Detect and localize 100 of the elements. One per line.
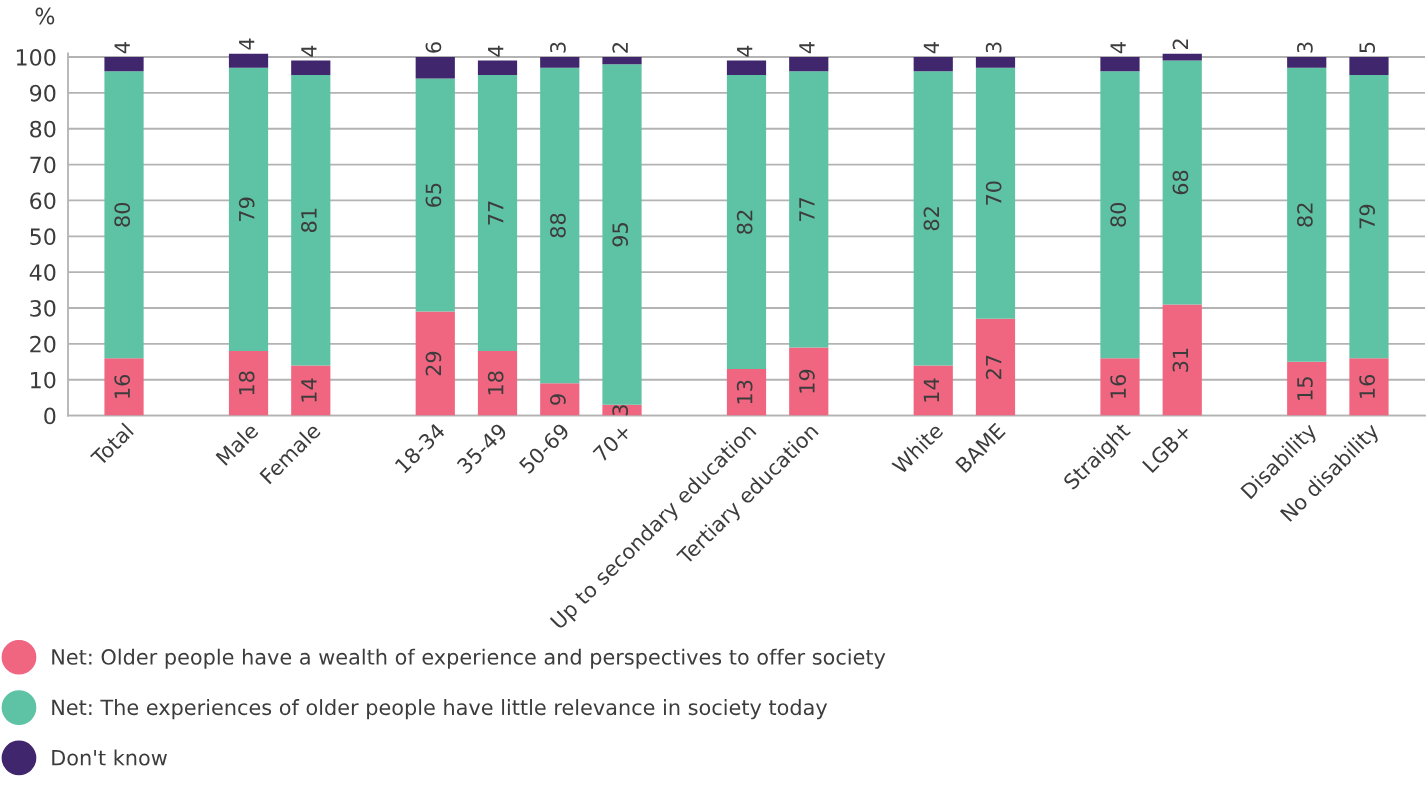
y-tick-label: 50	[30, 228, 56, 246]
data-label: 16	[1110, 374, 1127, 398]
bar	[1162, 60, 1202, 305]
data-label: 81	[301, 208, 317, 233]
data-label: 5	[1359, 42, 1376, 53]
data-label: 82	[923, 207, 940, 231]
data-label: 31	[1172, 348, 1189, 372]
bar	[228, 351, 269, 416]
bar	[1349, 358, 1389, 416]
data-label: 80	[1110, 202, 1127, 227]
bar	[104, 358, 144, 416]
bar	[415, 57, 455, 79]
bar	[726, 60, 767, 75]
legend-label: Net: Older people have a wealth of experience and perspectives to offer society	[52, 648, 886, 669]
data-label: 4	[239, 38, 255, 50]
data-label: 82	[1297, 203, 1313, 227]
y-tick-label: 90	[30, 84, 56, 102]
bar	[1100, 358, 1140, 416]
y-tick-label: 20	[30, 335, 56, 353]
bar	[1349, 57, 1389, 75]
bar	[1287, 57, 1327, 68]
legend-label: Don't know	[52, 749, 167, 766]
data-label: 4	[799, 42, 815, 54]
data-label: 4	[1110, 42, 1126, 54]
bar	[602, 64, 642, 405]
y-tick-label: 60	[30, 192, 56, 210]
bar	[726, 74, 767, 369]
data-label: 4	[114, 42, 130, 54]
bar	[477, 60, 518, 75]
data-label: 13	[736, 380, 753, 404]
data-label: 2	[1172, 39, 1188, 50]
bar	[540, 57, 580, 68]
data-label: 95	[612, 223, 629, 247]
bar	[104, 57, 144, 72]
bar	[1100, 57, 1140, 72]
data-label: 6	[425, 42, 442, 53]
bar	[1287, 361, 1327, 416]
bar	[975, 57, 1016, 68]
data-label: 29	[425, 351, 442, 376]
data-label: 70	[985, 181, 1002, 205]
bar	[291, 60, 331, 75]
bar	[1100, 71, 1140, 359]
data-label: 18	[238, 371, 255, 395]
data-label: 80	[114, 202, 131, 227]
data-label: 14	[923, 378, 939, 402]
bar	[789, 57, 829, 72]
data-label: 4	[301, 45, 317, 57]
data-label: 19	[799, 369, 815, 393]
data-label: 15	[1297, 377, 1313, 400]
bar	[789, 71, 829, 348]
data-label: 88	[550, 213, 566, 238]
bar	[726, 368, 767, 416]
y-tick-label: 0	[44, 407, 56, 425]
bar	[1162, 304, 1202, 416]
data-label: 3	[1297, 42, 1313, 53]
data-label: 77	[488, 201, 504, 225]
bar	[1287, 67, 1327, 362]
bar	[975, 67, 1016, 319]
data-label: 27	[985, 355, 1002, 379]
data-label: 18	[487, 371, 504, 395]
legend-label: Net: The experiences of older people have little relevance in society today	[52, 699, 828, 720]
bar	[415, 311, 455, 416]
data-label: 79	[238, 197, 255, 221]
data-label: 14	[301, 378, 317, 402]
data-label: 4	[923, 42, 939, 54]
bar	[913, 365, 953, 416]
bar	[228, 67, 269, 352]
bar	[291, 365, 331, 416]
data-label: 77	[799, 197, 815, 221]
bar	[477, 74, 518, 352]
data-label: 68	[1172, 170, 1189, 195]
data-label: 79	[1359, 204, 1376, 229]
bar	[291, 74, 331, 366]
bar	[477, 351, 518, 416]
y-tick-label: 40	[29, 264, 56, 281]
data-label: 82	[736, 210, 753, 234]
data-label: 9	[550, 394, 566, 405]
data-label: 16	[114, 374, 131, 398]
bar	[1162, 53, 1202, 61]
y-axis-title: %	[35, 7, 55, 25]
data-label: 16	[1359, 374, 1376, 398]
y-tick-label: 30	[30, 299, 56, 317]
y-tick-label: 10	[31, 371, 56, 389]
data-label: 4	[737, 45, 753, 57]
data-label: 3	[550, 42, 566, 53]
y-tick-label: 70	[30, 156, 56, 174]
bar	[913, 71, 953, 366]
bar	[602, 57, 642, 65]
data-label: 3	[985, 42, 1002, 53]
bar	[540, 67, 580, 384]
bar	[415, 78, 455, 312]
bar	[1349, 74, 1389, 359]
bar	[789, 347, 829, 416]
x-tick-label: 70+	[592, 422, 632, 463]
data-label: 65	[425, 183, 442, 207]
data-label: 2	[612, 42, 628, 53]
data-label: 3	[612, 405, 629, 416]
bar	[975, 318, 1016, 416]
y-tick-label: 100	[16, 48, 56, 66]
bar	[104, 71, 144, 359]
